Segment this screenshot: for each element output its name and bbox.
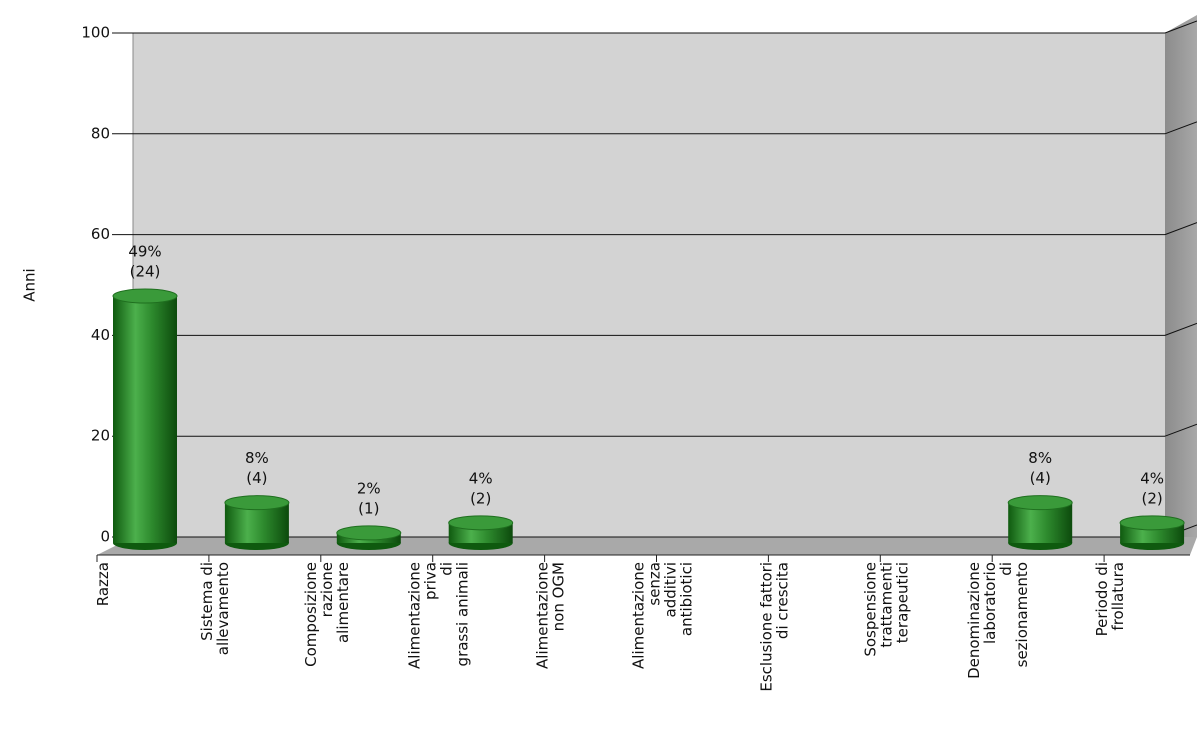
x-tick-label: Denominazionelaboratoriodisezionamento xyxy=(965,562,1031,679)
bar-top xyxy=(1119,515,1185,531)
x-tick-label: Alimentazionenon OGM xyxy=(534,562,568,669)
bar-body xyxy=(113,296,177,543)
y-tick-label: 0 xyxy=(100,528,110,546)
back-wall xyxy=(133,33,1165,537)
bar-top xyxy=(336,525,402,541)
x-tick-label: Alimentazionesenzaadditiviantibiotici xyxy=(630,562,696,669)
bar xyxy=(1007,495,1073,550)
x-tick-label-line: Periodo di xyxy=(1093,562,1111,636)
grid-line-side xyxy=(1164,121,1197,135)
y-axis-label: Anni xyxy=(21,268,39,301)
x-tick-label-line: Sospensione xyxy=(861,562,879,657)
x-tick-label-line: di xyxy=(438,562,456,576)
x-tick-label-line: Alimentazione xyxy=(406,562,424,669)
x-tick-label-line: grassi animali xyxy=(454,562,472,666)
bar-top xyxy=(448,515,514,531)
grid-line-side xyxy=(1164,423,1197,437)
count-label: (4) xyxy=(246,469,267,487)
grid-line-side xyxy=(1164,20,1197,34)
x-tick-label-line: Sistema di xyxy=(198,562,216,641)
y-tick-label: 40 xyxy=(91,326,110,344)
value-label: 4% xyxy=(469,469,493,487)
x-tick-label-line: trattamenti xyxy=(877,562,895,648)
value-label: 2% xyxy=(357,479,381,497)
x-tick-label-line: antibiotici xyxy=(678,562,696,636)
grid-line-side xyxy=(1164,222,1197,236)
value-label: 8% xyxy=(245,449,269,467)
x-tick-label: Sospensionetrattamentiterapeutici xyxy=(861,562,911,657)
bar-top xyxy=(1007,495,1073,511)
x-tick-label: Razza xyxy=(94,562,112,606)
side-wall xyxy=(1165,15,1197,537)
y-tick-label: 80 xyxy=(91,124,110,142)
x-tick-label-line: Alimentazione xyxy=(534,562,552,669)
value-label: 49% xyxy=(128,243,161,261)
x-tick-label-line: additivi xyxy=(662,562,680,618)
x-tick-label: Esclusione fattoridi crescita xyxy=(757,562,791,692)
x-tick-label: Sistema diallevamento xyxy=(198,562,232,655)
bar xyxy=(336,525,402,550)
value-label: 8% xyxy=(1028,449,1052,467)
x-tick-label-line: Razza xyxy=(94,562,112,606)
count-label: (4) xyxy=(1030,469,1051,487)
x-tick-label: Periodo difrollatura xyxy=(1093,562,1127,636)
count-label: (2) xyxy=(1141,489,1162,507)
x-tick-label-line: terapeutici xyxy=(893,562,911,643)
count-label: (24) xyxy=(130,263,161,281)
x-tick-label: Alimentazioneprivadigrassi animali xyxy=(406,562,472,669)
bar-top xyxy=(112,288,178,304)
bar xyxy=(112,288,178,550)
x-tick-label-line: non OGM xyxy=(550,562,568,631)
x-tick-label: Composizionerazionealimentare xyxy=(302,562,352,667)
bar xyxy=(448,515,514,550)
x-tick-label-line: di xyxy=(997,562,1015,576)
x-tick-label-line: allevamento xyxy=(214,562,232,655)
value-label: 4% xyxy=(1140,469,1164,487)
y-tick-label: 20 xyxy=(91,427,110,445)
x-tick-label-line: razione xyxy=(318,562,336,617)
bar xyxy=(1119,515,1185,550)
count-label: (1) xyxy=(358,499,379,517)
bar-top xyxy=(224,495,290,511)
x-tick-label-line: Alimentazione xyxy=(630,562,648,669)
x-tick-label-line: sezionamento xyxy=(1013,562,1031,667)
x-tick-label-line: alimentare xyxy=(334,562,352,643)
count-label: (2) xyxy=(470,489,491,507)
x-tick-label-line: laboratorio xyxy=(981,562,999,644)
y-tick-label: 100 xyxy=(81,24,110,42)
grid-line-side xyxy=(1164,322,1197,336)
x-tick-label-line: senza xyxy=(646,562,664,606)
x-tick-label-line: Esclusione fattori xyxy=(757,562,775,692)
x-tick-label-line: di crescita xyxy=(773,562,791,639)
x-tick-label-line: frollatura xyxy=(1109,562,1127,631)
x-tick-label-line: priva xyxy=(422,562,440,600)
bar xyxy=(224,495,290,550)
x-tick-label-line: Denominazione xyxy=(965,562,983,679)
x-tick-label-line: Composizione xyxy=(302,562,320,667)
y-tick-label: 60 xyxy=(91,225,110,243)
